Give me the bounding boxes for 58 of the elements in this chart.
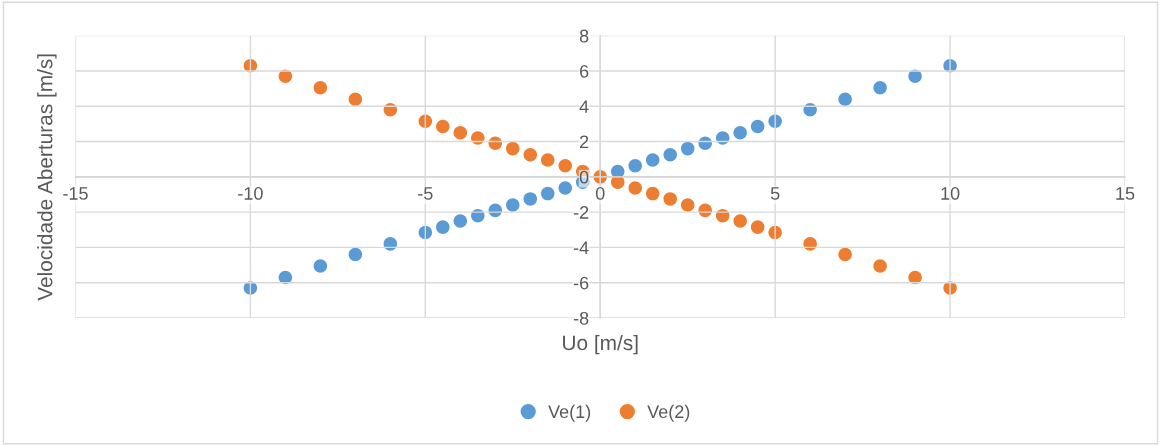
y-tick-label: -6	[573, 276, 589, 290]
point	[453, 214, 468, 228]
point	[680, 141, 695, 156]
point	[873, 259, 887, 273]
point	[838, 247, 852, 262]
point	[436, 220, 450, 234]
x-tick-label: 5	[770, 187, 780, 200]
y-tick-label: 0	[579, 170, 589, 184]
y-tick-label: 8	[579, 29, 589, 43]
x-tick-label: 10	[941, 187, 960, 200]
point	[838, 92, 852, 106]
point	[540, 153, 555, 167]
point	[453, 125, 468, 140]
y-tick-label: 2	[579, 135, 589, 149]
point	[733, 125, 747, 140]
legend-label: Ve(1)	[548, 404, 591, 422]
point	[628, 181, 642, 195]
point	[645, 186, 660, 201]
x-tick-label: -15	[63, 187, 88, 200]
point	[313, 259, 328, 273]
point	[663, 148, 677, 162]
point	[645, 153, 660, 167]
x-tick-label: 0	[595, 187, 605, 200]
x-tick-label: -5	[418, 187, 433, 200]
point	[558, 158, 573, 173]
point	[506, 141, 520, 156]
point	[436, 119, 450, 134]
x-tick-label: -10	[238, 187, 263, 200]
point	[558, 181, 573, 195]
point	[383, 237, 398, 251]
y-tick-label: 4	[579, 100, 589, 113]
legend-label: Ve(2)	[647, 404, 690, 422]
point	[908, 270, 922, 285]
x-tick-label: 15	[1116, 187, 1135, 200]
point	[523, 192, 538, 206]
point	[873, 80, 887, 95]
point	[715, 131, 730, 145]
point	[680, 198, 695, 212]
y-tick-label: -2	[573, 206, 589, 219]
point	[750, 220, 765, 234]
point	[750, 119, 765, 134]
point	[540, 186, 555, 201]
point	[383, 103, 398, 117]
point	[663, 192, 677, 206]
point	[803, 237, 817, 251]
y-tick-label: -8	[573, 311, 589, 325]
point	[313, 80, 328, 95]
point	[628, 158, 642, 173]
y-tick-label: -4	[573, 241, 589, 254]
point	[523, 148, 538, 162]
point	[348, 92, 363, 106]
y-axis-title: Velocidade Aberturas [m/s]	[37, 54, 57, 301]
y-tick-label: 6	[580, 64, 589, 78]
point	[506, 198, 520, 212]
point	[278, 270, 293, 285]
point	[348, 247, 363, 262]
x-axis-title: Uo [m/s]	[563, 334, 638, 355]
point	[733, 214, 747, 228]
